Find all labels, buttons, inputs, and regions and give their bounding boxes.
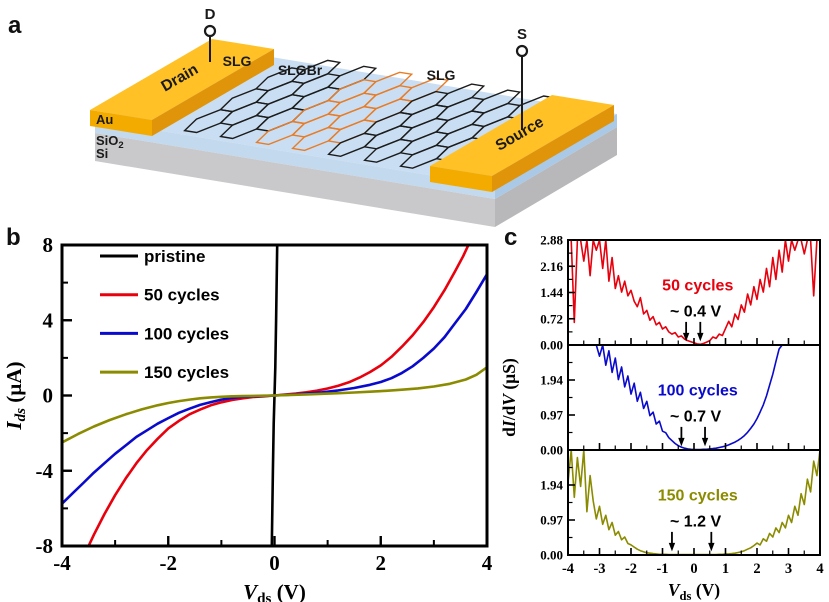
y-axis-label: Ids (µA) (2, 361, 29, 430)
legend: pristine 50 cycles 100 cycles 150 cycles (100, 247, 229, 382)
gap-arrowhead (682, 332, 690, 342)
x-tick-label: 3 (785, 561, 792, 577)
source-electrode-end (430, 166, 492, 192)
si-layer-side (495, 127, 617, 227)
gap-label: ~ 0.4 V (670, 304, 721, 321)
x-tick-label: 4 (816, 561, 823, 577)
y-tick-label: 0.72 (540, 311, 563, 326)
x-tick-label: -4 (562, 561, 574, 577)
y-tick-label: 1.94 (540, 478, 563, 493)
gap-arrowhead (708, 542, 715, 552)
y-tick-label: 4 (43, 308, 54, 332)
drain-terminal-label: D (205, 6, 216, 23)
legend-label: 50 cycles (144, 286, 220, 305)
gap-arrowhead (668, 542, 676, 552)
iv-curves (62, 245, 487, 546)
drain-terminal-node (203, 24, 217, 38)
si-layer-front (95, 133, 495, 227)
y-tick-label: 1.94 (540, 373, 563, 388)
panel-c-label: c (504, 224, 518, 251)
x-tick-label: 0 (690, 561, 697, 577)
x-tick-label: 4 (482, 551, 493, 575)
slg-right-label: SLG (427, 67, 456, 83)
y-tick-label: -8 (36, 534, 54, 558)
y-tick-label: 1.44 (540, 285, 563, 300)
x-axis-label: Vds (V) (243, 580, 306, 602)
si-layer-label: Si (96, 146, 108, 161)
sio2-layer-front (95, 120, 495, 199)
legend-label: 150 cycles (144, 363, 229, 382)
curve-150-cycles (62, 366, 487, 444)
source-terminal-node (515, 44, 529, 58)
gap-arrowhead (701, 437, 709, 447)
x-tick-label: -4 (53, 551, 71, 575)
legend-label: pristine (144, 247, 205, 266)
source-terminal-label: S (517, 26, 527, 43)
sio2-layer-label: SiO2 (96, 133, 124, 151)
x-tick-label: 1 (722, 561, 729, 577)
cycles-label: 150 cycles (658, 487, 738, 504)
plot-frame (60, 243, 489, 548)
x-axis-label: Vds (V) (668, 580, 720, 602)
gap-arrowhead (697, 332, 704, 342)
x-tick-label: -1 (656, 561, 668, 577)
cycles-label: 100 cycles (658, 382, 738, 399)
gap-arrowhead (678, 437, 685, 447)
y-tick-label: 0.00 (540, 338, 563, 353)
device-schematic: D S Drain Source Au SiO2 Si SLG SLGBr SL… (90, 6, 617, 227)
source-electrode-side (492, 105, 614, 192)
slgbr-label: SLGBr (278, 62, 323, 78)
x-tick-label: 2 (753, 561, 760, 577)
panel-b-label: b (6, 224, 21, 251)
y-tick-label: 0.97 (540, 513, 563, 528)
y-tick-label: -4 (36, 459, 54, 483)
legend-label: 100 cycles (144, 324, 229, 343)
y-tick-label: 8 (43, 233, 54, 257)
drain-electrode-side (152, 49, 274, 136)
gap-label: ~ 1.2 V (670, 514, 721, 531)
drain-electrode-top (90, 39, 274, 120)
source-electrode-top (430, 95, 614, 176)
y-tick-label: 0.00 (540, 443, 563, 458)
x-tick-label: 0 (269, 551, 280, 575)
panel-a-label: a (8, 12, 22, 39)
subpanel-frame (567, 449, 821, 556)
x-tick-label: -3 (593, 561, 605, 577)
didv-chart: 0.00 0.72 1.44 2.16 2.88 50 cycles ~ 0.4 V 0.00… (499, 233, 824, 602)
au-layer-label: Au (96, 112, 113, 127)
x-tick-label: -2 (160, 551, 178, 575)
y-tick-label: 0 (43, 384, 54, 408)
y-tick-label: 0.00 (540, 548, 563, 563)
y-tick-label: 0.97 (540, 408, 563, 423)
x-tick-label: -2 (625, 561, 637, 577)
gap-label: ~ 0.7 V (670, 409, 721, 426)
y-tick-label: 2.88 (540, 233, 563, 248)
x-tick-label: 2 (376, 551, 387, 575)
drain-electrode-end (90, 110, 152, 136)
cycles-label: 50 cycles (662, 277, 733, 294)
y-axis-label: dI/dV (µS) (499, 358, 519, 437)
slg-left-label: SLG (223, 53, 252, 69)
y-tick-label: 2.16 (540, 259, 563, 274)
